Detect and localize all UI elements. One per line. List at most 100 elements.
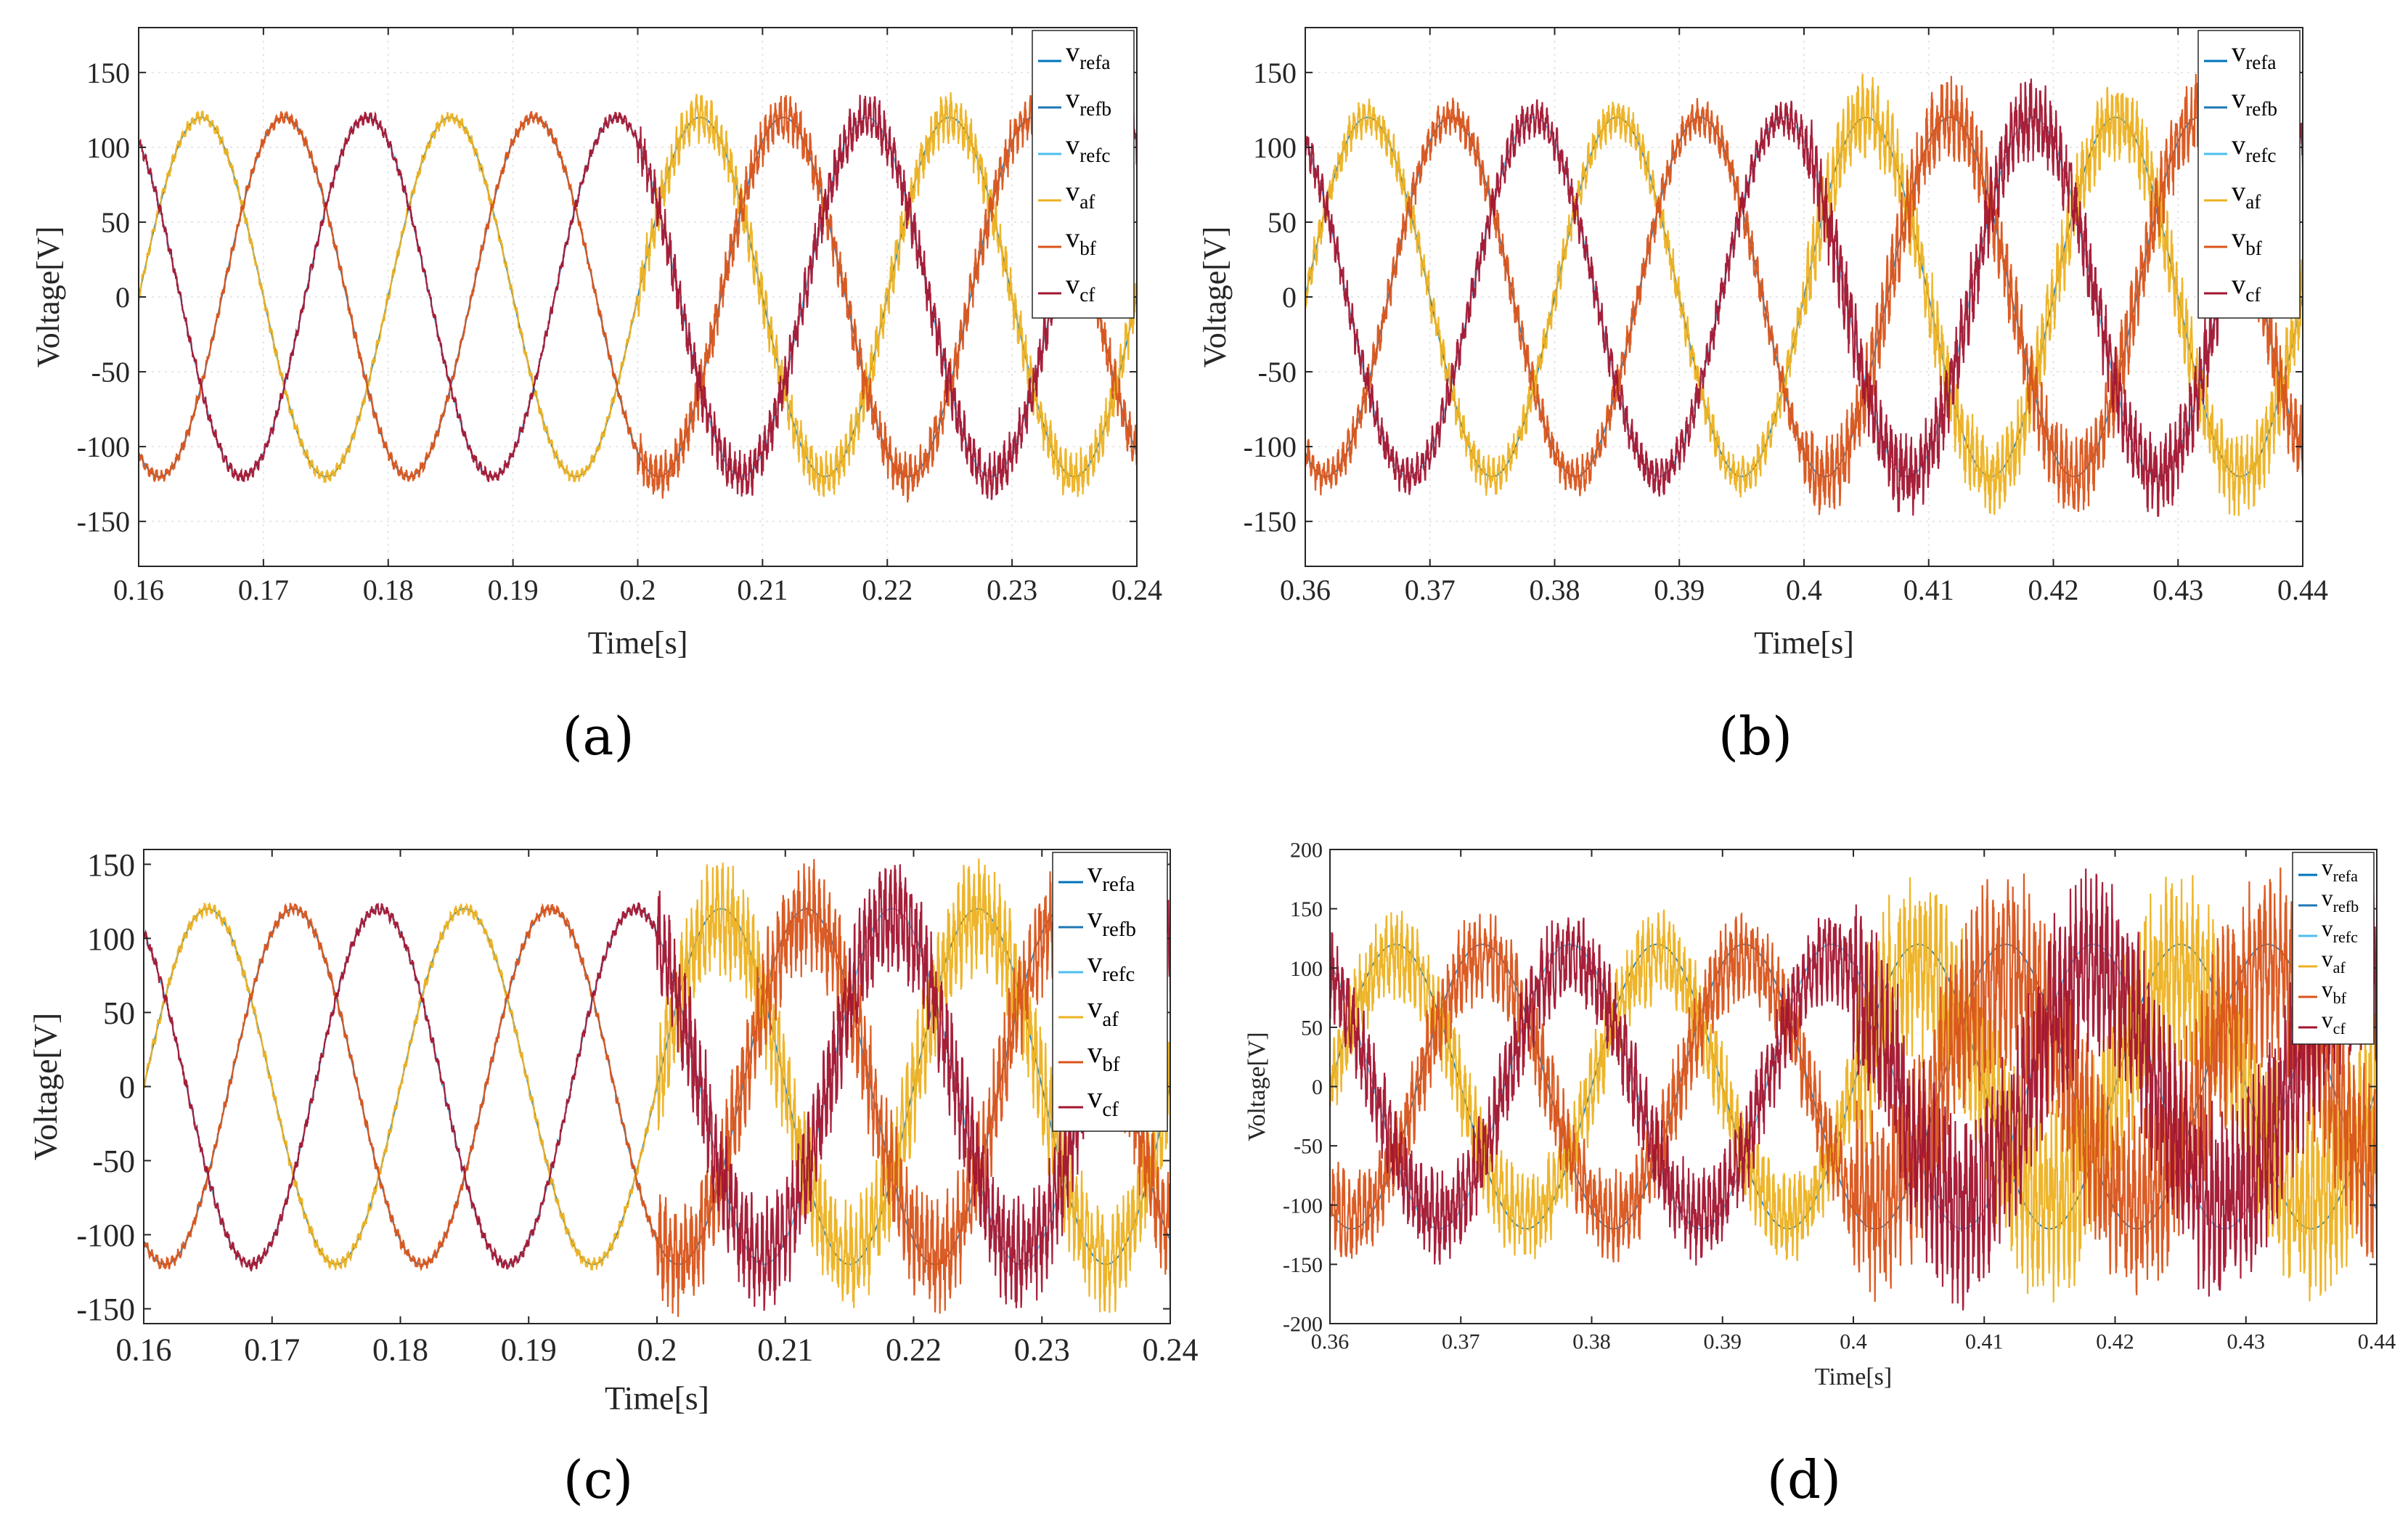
series-vcf [144, 860, 1170, 1311]
x-axis-label: Time[s] [588, 625, 688, 661]
x-tick-label: 0.37 [1405, 574, 1456, 606]
x-tick-label: 0.17 [238, 574, 289, 606]
y-tick-label: -150 [1244, 505, 1297, 538]
legend-entry-vrefa: vrefa [1066, 37, 1110, 73]
y-tick-label: 100 [86, 131, 130, 164]
x-tick-label: 0.23 [1014, 1332, 1070, 1368]
y-axis-label: Voltage[V] [1197, 227, 1233, 368]
series-vbf [144, 859, 1170, 1317]
x-tick-label: 0.24 [1143, 1332, 1199, 1368]
series-vcf [1330, 868, 2377, 1311]
y-axis-label: Voltage[V] [1244, 1032, 1270, 1141]
legend-entry-vrefc: vrefc [1066, 130, 1110, 166]
x-tick-label: 0.24 [1111, 574, 1162, 606]
panel-label-b: (b) [1718, 706, 1793, 767]
panel-label-c: (c) [563, 1449, 634, 1510]
x-tick-label: 0.38 [1572, 1330, 1611, 1354]
x-tick-label: 0.17 [244, 1332, 300, 1368]
legend-entry-vrefb: vrefb [1066, 83, 1111, 120]
y-tick-label: 150 [1253, 57, 1297, 89]
x-tick-label: 0.43 [2152, 574, 2203, 606]
y-tick-label: -100 [1244, 431, 1297, 463]
panel-4: 0.36 0.37 0.38 0.39 0.4 0.41 0.42 0.43 0.44 -200 -… [1244, 839, 2396, 1391]
y-tick-label: -150 [1283, 1253, 1323, 1277]
legend-entry-vbf: vbf [2232, 223, 2263, 259]
x-tick-label: 0.4 [1840, 1330, 1867, 1354]
y-tick-label: 100 [87, 921, 135, 957]
x-tick-label: 0.38 [1530, 574, 1580, 606]
x-tick-label: 0.43 [2227, 1330, 2266, 1354]
y-tick-label: -50 [1294, 1135, 1323, 1159]
y-tick-label: -100 [1283, 1194, 1323, 1218]
x-tick-label: 0.44 [2277, 574, 2328, 606]
x-tick-label: 0.19 [501, 1332, 557, 1368]
legend-entry-vaf: vaf [1066, 176, 1095, 213]
y-tick-label: 50 [101, 206, 130, 239]
legend-entry-vrefc: vrefc [2232, 130, 2276, 166]
series-vcf [1305, 78, 2303, 517]
x-tick-label: 0.42 [2096, 1330, 2134, 1354]
x-tick-label: 0.18 [363, 574, 414, 606]
x-axis-label: Time[s] [1815, 1364, 1892, 1390]
series-vaf [1330, 875, 2377, 1303]
legend-entry-vaf: vaf [2232, 176, 2261, 213]
y-tick-label: 0 [115, 281, 130, 314]
x-tick-label: 0.16 [116, 1332, 172, 1368]
y-tick-label: 200 [1290, 839, 1323, 863]
x-axis-label: Time[s] [605, 1380, 709, 1417]
legend-entry-vrefc: vrefc [1087, 946, 1135, 986]
x-tick-label: 0.21 [737, 574, 788, 606]
x-tick-label: 0.2 [620, 574, 656, 606]
y-tick-label: 0 [1312, 1075, 1323, 1099]
x-tick-label: 0.44 [2358, 1330, 2396, 1354]
series-vaf [144, 858, 1170, 1313]
y-tick-label: -200 [1283, 1313, 1323, 1337]
x-tick-label: 0.19 [488, 574, 539, 606]
series-vbf [1330, 867, 2377, 1303]
legend-entry-vbf: vbf [1087, 1036, 1120, 1076]
y-tick-label: 150 [86, 57, 130, 89]
series-vbf [139, 94, 1137, 503]
series-group [1305, 73, 2303, 517]
x-tick-label: 0.2 [637, 1332, 677, 1368]
x-tick-label: 0.41 [1903, 574, 1954, 606]
x-tick-label: 0.23 [987, 574, 1037, 606]
y-tick-label: 100 [1253, 131, 1297, 164]
y-tick-label: -50 [92, 1144, 135, 1179]
series-vbf [1305, 73, 2303, 516]
y-tick-label: 150 [1290, 897, 1323, 921]
y-tick-label: -100 [77, 431, 130, 463]
legend-entry-vrefa: vrefa [1087, 856, 1135, 896]
y-tick-label: -100 [76, 1218, 135, 1253]
y-tick-label: 50 [103, 995, 135, 1031]
y-tick-label: -150 [76, 1292, 135, 1327]
x-tick-label: 0.36 [1311, 1330, 1350, 1354]
x-tick-label: 0.16 [113, 574, 164, 606]
legend-box [2292, 852, 2375, 1045]
series-group [139, 92, 1137, 503]
y-tick-label: 150 [87, 847, 135, 883]
legend-entry-vrefc: vrefc [2322, 916, 2358, 946]
x-tick-label: 0.22 [886, 1332, 942, 1368]
legend-entry-vrefa: vrefa [2232, 37, 2276, 73]
series-vaf [1305, 73, 2303, 516]
legend-entry-vcf: vcf [1087, 1081, 1119, 1121]
legend-entry-vrefa: vrefa [2322, 855, 2358, 885]
x-tick-label: 0.22 [862, 574, 913, 606]
x-tick-label: 0.18 [372, 1332, 428, 1368]
legend-entry-vrefb: vrefb [2232, 83, 2277, 120]
x-axis-label: Time[s] [1754, 625, 1854, 661]
series-group [144, 858, 1170, 1317]
y-tick-label: 100 [1290, 957, 1323, 981]
legend-entry-vrefb: vrefb [2322, 885, 2359, 916]
legend-entry-vrefb: vrefb [1087, 901, 1136, 941]
y-tick-label: 50 [1301, 1016, 1323, 1040]
series-vcf [139, 94, 1137, 500]
x-tick-label: 0.37 [1442, 1330, 1480, 1354]
x-tick-label: 0.36 [1280, 574, 1331, 606]
x-tick-label: 0.39 [1704, 1330, 1742, 1354]
series-group [1330, 867, 2377, 1311]
